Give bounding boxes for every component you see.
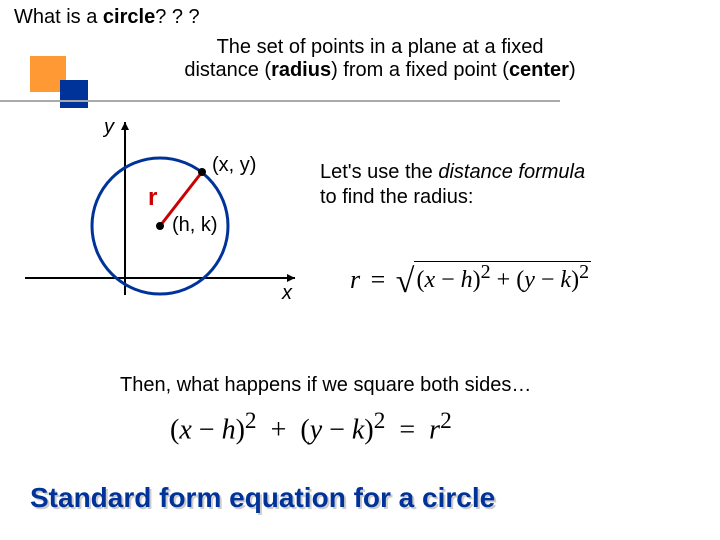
definition: The set of points in a plane at a fixed …	[100, 36, 660, 82]
distance-formula: r = √(x − h)2 + (y − k)2	[350, 262, 591, 301]
definition-line2: distance (radius) from a fixed point (ce…	[100, 59, 660, 82]
slide-root: What is a circle? ? ? The set of points …	[0, 0, 720, 540]
rhs-line1: Let's use the distance formula	[320, 160, 585, 185]
point-xy	[198, 168, 206, 176]
formula1-eq: =	[367, 265, 390, 294]
point-center	[156, 222, 164, 230]
label-y: y	[104, 116, 114, 139]
title-bold: circle	[103, 6, 155, 28]
x-axis-arrow	[287, 274, 295, 282]
y-axis-arrow	[121, 122, 129, 130]
definition-line1: The set of points in a plane at a fixed	[100, 36, 660, 59]
label-x: x	[282, 282, 292, 305]
label-point: (x, y)	[212, 154, 256, 177]
sqrt-symbol: √	[396, 263, 415, 300]
rhs-line2: to find the radius:	[320, 185, 585, 210]
accent-underline	[0, 100, 560, 102]
formula1-body: (x − h)2 + (y − k)2	[414, 261, 591, 292]
label-r: r	[148, 184, 157, 212]
title-prefix: What is a	[14, 6, 103, 28]
then-text: Then, what happens if we square both sid…	[120, 374, 531, 397]
rhs-text: Let's use the distance formula to find t…	[320, 160, 585, 210]
title-suffix: ? ? ?	[155, 6, 199, 28]
squared-formula: (x − h)2 + (y − k)2 = r2	[170, 408, 452, 446]
title: What is a circle? ? ?	[14, 6, 200, 29]
circle-diagram: y x (x, y) (h, k) r	[20, 110, 310, 300]
conclusion: Standard form equation for a circle	[30, 482, 495, 514]
diagram-svg	[20, 110, 310, 300]
formula1-r: r	[350, 265, 360, 294]
label-center: (h, k)	[172, 214, 218, 237]
accent-square-navy	[60, 80, 88, 108]
